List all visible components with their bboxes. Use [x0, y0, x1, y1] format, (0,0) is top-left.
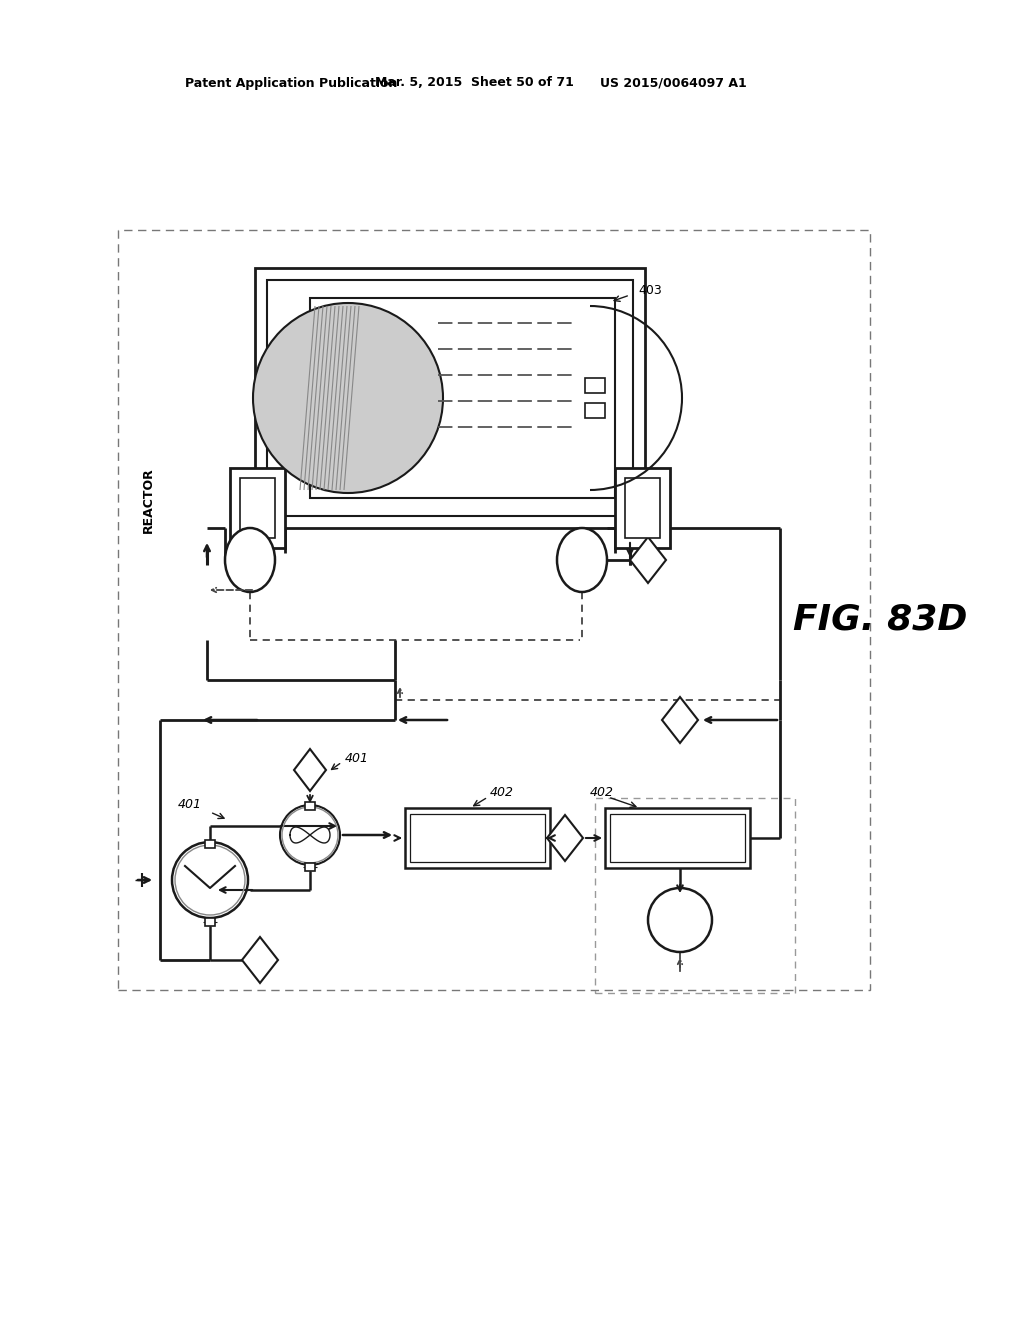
Polygon shape	[662, 697, 698, 743]
Bar	[410, 814, 545, 862]
Bar	[205, 840, 215, 847]
Circle shape	[253, 304, 443, 492]
Bar	[585, 378, 605, 393]
Text: 401: 401	[178, 799, 202, 812]
Text: 401: 401	[345, 751, 369, 764]
Bar	[230, 469, 285, 548]
Bar	[305, 863, 315, 871]
Polygon shape	[630, 537, 666, 583]
Bar	[255, 268, 645, 528]
Bar	[610, 814, 745, 862]
Ellipse shape	[225, 528, 275, 591]
Text: REACTOR: REACTOR	[141, 467, 155, 533]
Bar	[305, 803, 315, 810]
Text: FIG. 83D: FIG. 83D	[793, 603, 968, 638]
Bar	[205, 917, 215, 927]
Bar	[267, 280, 633, 516]
Bar	[406, 808, 550, 869]
Bar	[310, 298, 615, 498]
Bar	[625, 478, 660, 539]
Bar	[615, 469, 670, 548]
Polygon shape	[242, 937, 278, 983]
Circle shape	[172, 842, 248, 917]
Bar	[118, 230, 870, 990]
Bar	[605, 808, 750, 869]
Polygon shape	[294, 748, 326, 791]
Polygon shape	[547, 814, 583, 861]
Ellipse shape	[557, 528, 607, 591]
Text: Patent Application Publication: Patent Application Publication	[185, 77, 397, 90]
Circle shape	[648, 888, 712, 952]
Text: Mar. 5, 2015  Sheet 50 of 71: Mar. 5, 2015 Sheet 50 of 71	[375, 77, 573, 90]
Text: 402: 402	[490, 787, 514, 800]
Bar	[240, 478, 275, 539]
Text: 403: 403	[638, 284, 662, 297]
Text: 402: 402	[590, 787, 614, 800]
Text: US 2015/0064097 A1: US 2015/0064097 A1	[600, 77, 746, 90]
Bar	[595, 799, 795, 993]
Bar	[585, 403, 605, 418]
Circle shape	[280, 805, 340, 865]
